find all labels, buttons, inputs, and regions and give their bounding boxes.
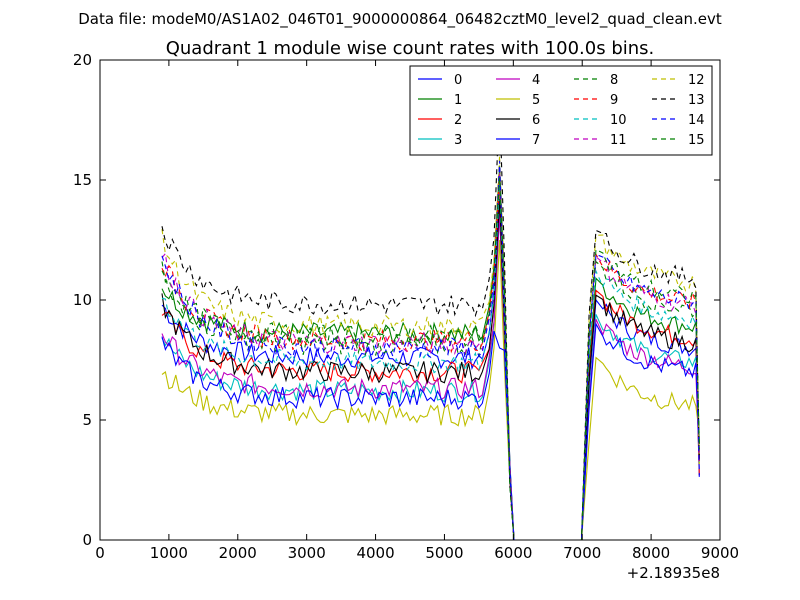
legend-label-15: 15 [688,133,705,148]
series-15-line [161,177,700,541]
x-tick-label: 4000 [356,544,394,562]
legend-label-14: 14 [688,113,705,128]
x-tick-label: 8000 [632,544,670,562]
legend-label-1: 1 [454,93,462,108]
series-3-line [161,208,700,541]
x-tick-label: 0 [95,544,105,562]
x-offset-label: +2.18935e8 [627,564,720,582]
chart-title: Quadrant 1 module wise count rates with … [166,38,655,59]
legend-label-3: 3 [454,133,462,148]
legend-label-6: 6 [532,113,540,128]
series-8-line [161,167,700,541]
legend-label-7: 7 [532,133,540,148]
x-tick-label: 3000 [288,544,326,562]
y-tick-label: 20 [73,51,92,69]
series-14-line [161,160,700,541]
series-4-line [161,213,700,541]
series-6-line [161,199,700,541]
series-11-line [161,172,700,541]
series-13-line [161,100,700,541]
data-file-header: Data file: modeM0/AS1A02_046T01_90000008… [78,10,722,29]
y-tick-label: 0 [82,531,92,549]
series-lines [161,100,700,541]
x-tick-label: 2000 [219,544,257,562]
legend-label-5: 5 [532,93,540,108]
legend-label-4: 4 [532,73,540,88]
legend-label-10: 10 [610,113,627,128]
legend-label-9: 9 [610,93,618,108]
x-tick-label: 7000 [563,544,601,562]
series-0-line [161,179,700,541]
y-tick-label: 10 [73,291,92,309]
y-tick-label: 5 [82,411,92,429]
legend-label-8: 8 [610,73,618,88]
legend-label-13: 13 [688,93,705,108]
legend-label-11: 11 [610,133,627,148]
legend-label-2: 2 [454,113,462,128]
legend-label-12: 12 [688,73,705,88]
legend-box [409,65,713,156]
x-tick-label: 1000 [150,544,188,562]
y-tick-label: 15 [73,171,92,189]
axis-ticks: 0 1000 2000 3000 4000 5000 6000 7000 8000 9000 0 5 1… [73,51,739,562]
x-tick-label: 9000 [701,544,739,562]
legend-label-0: 0 [454,73,462,88]
series-5-line [161,239,700,541]
series-10-line [161,182,700,541]
series-7-line [161,322,700,541]
x-tick-label: 6000 [494,544,532,562]
x-tick-label: 5000 [425,544,463,562]
